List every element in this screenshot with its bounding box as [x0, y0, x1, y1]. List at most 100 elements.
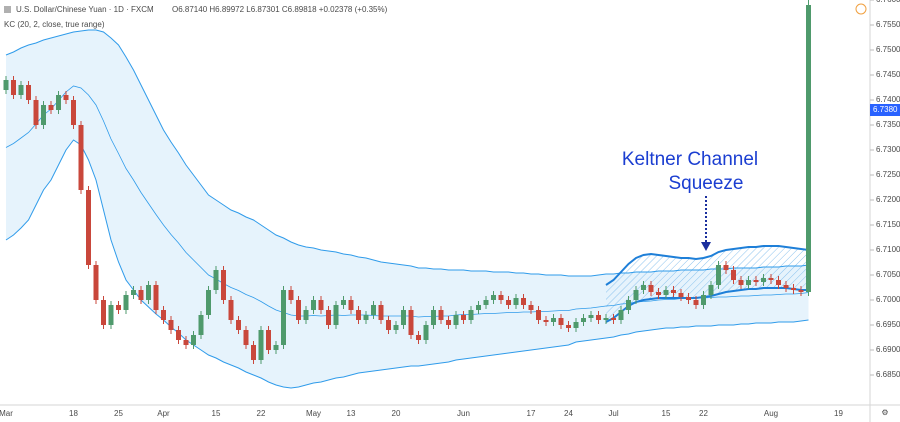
- candle-body: [206, 290, 211, 315]
- plot-area: [3, 0, 811, 389]
- candle-body: [326, 310, 331, 325]
- candle-body: [678, 293, 684, 297]
- y-tick-label: 6.7100: [876, 245, 900, 254]
- candle-body: [573, 322, 579, 328]
- candle-body: [393, 325, 399, 330]
- candle-body: [423, 325, 429, 340]
- settings-icon[interactable]: ⚙: [881, 408, 888, 417]
- candle-body: [123, 295, 129, 310]
- symbol-title: U.S. Dollar/Chinese Yuan · 1D · FXCM: [16, 5, 154, 14]
- candle-body: [3, 80, 9, 90]
- candle-body: [498, 295, 504, 300]
- candle-body: [596, 315, 601, 320]
- x-tick-label: May: [306, 409, 321, 418]
- y-tick-label: 6.7050: [876, 270, 900, 279]
- candle-body: [776, 280, 781, 285]
- candle-body: [348, 300, 354, 310]
- candle-body: [281, 290, 286, 345]
- x-tick-label: Jul: [608, 409, 618, 418]
- annotation-line: Keltner Channel: [622, 149, 758, 170]
- candle-body: [213, 270, 219, 290]
- candle-body: [161, 310, 166, 320]
- candle-body: [708, 285, 714, 295]
- candle-body: [521, 298, 526, 305]
- candle-body: [723, 265, 729, 270]
- squeeze-lower: [605, 287, 809, 323]
- x-tick-label: Mar: [0, 409, 13, 418]
- candle-body: [453, 315, 459, 325]
- candle-body: [18, 85, 24, 95]
- candle-body: [183, 340, 189, 345]
- band-middle: [5, 85, 809, 318]
- candle-body: [386, 320, 391, 330]
- candle-body: [146, 285, 151, 300]
- candle-body: [761, 278, 766, 282]
- ohlc-readout: O6.87140 H6.89972 L6.87301 C6.89818 +0.0…: [172, 5, 388, 14]
- squeeze-hatch: [606, 246, 809, 322]
- candle-body: [648, 285, 654, 292]
- y-tick-label: 6.7250: [876, 170, 900, 179]
- candle-body: [438, 310, 444, 320]
- x-tick-label: 18: [69, 409, 78, 418]
- candle-body: [198, 315, 204, 335]
- candle-body: [746, 280, 751, 285]
- candle-body: [108, 305, 114, 325]
- x-tick-label: Apr: [157, 409, 170, 418]
- candle-body: [656, 292, 661, 295]
- last-price-tag: [870, 104, 900, 116]
- y-tick-label: 6.7300: [876, 145, 900, 154]
- y-tick-label: 6.7500: [876, 45, 900, 54]
- candle-body: [408, 310, 414, 335]
- candle-body: [303, 310, 309, 320]
- candle-body: [363, 315, 369, 320]
- x-tick-label: 20: [392, 409, 401, 418]
- candle-body: [416, 335, 421, 340]
- candle-body: [558, 318, 564, 325]
- annotation-arrowhead: [701, 242, 711, 251]
- candle-body: [476, 305, 481, 310]
- annotation-line: Squeeze: [668, 173, 743, 194]
- x-tick-label: 19: [834, 409, 843, 418]
- candle-body: [768, 278, 774, 280]
- candle-body: [33, 100, 39, 125]
- candle-body: [611, 318, 616, 320]
- candle-body: [251, 345, 256, 360]
- y-tick-label: 6.6900: [876, 345, 900, 354]
- candle-body: [71, 100, 76, 125]
- candle-body: [686, 297, 691, 300]
- candle-body: [101, 300, 106, 325]
- candle-body: [48, 105, 54, 110]
- candle-body: [551, 318, 556, 322]
- y-tick-label: 6.6950: [876, 320, 900, 329]
- candle-body: [378, 305, 384, 320]
- candle-body: [258, 330, 264, 360]
- candle-body: [633, 290, 639, 300]
- x-tick-label: 22: [257, 409, 266, 418]
- indicator-label: KC (20, 2, close, true range): [4, 20, 105, 29]
- candle-body: [461, 315, 466, 320]
- candle-body: [671, 290, 676, 293]
- candle-body: [266, 330, 271, 350]
- candle-body: [791, 288, 796, 290]
- y-tick-label: 6.7600: [876, 0, 900, 4]
- candle-body: [528, 305, 534, 310]
- y-tick-label: 6.7200: [876, 195, 900, 204]
- candle-body: [153, 285, 159, 310]
- y-tick-label: 6.7400: [876, 95, 900, 104]
- candle-body: [341, 300, 346, 305]
- candle-body: [371, 305, 376, 315]
- candle-body: [783, 285, 789, 288]
- candle-body: [626, 300, 631, 310]
- candle-body: [431, 310, 436, 325]
- candle-body: [273, 345, 279, 350]
- candle-body: [236, 320, 241, 330]
- candle-body: [176, 330, 181, 340]
- candle-body: [401, 310, 406, 325]
- alert-icon[interactable]: [855, 3, 867, 15]
- x-tick-label: Jun: [457, 409, 470, 418]
- y-tick-label: 6.7450: [876, 70, 900, 79]
- candle-body: [716, 265, 721, 285]
- candle-body: [491, 295, 496, 300]
